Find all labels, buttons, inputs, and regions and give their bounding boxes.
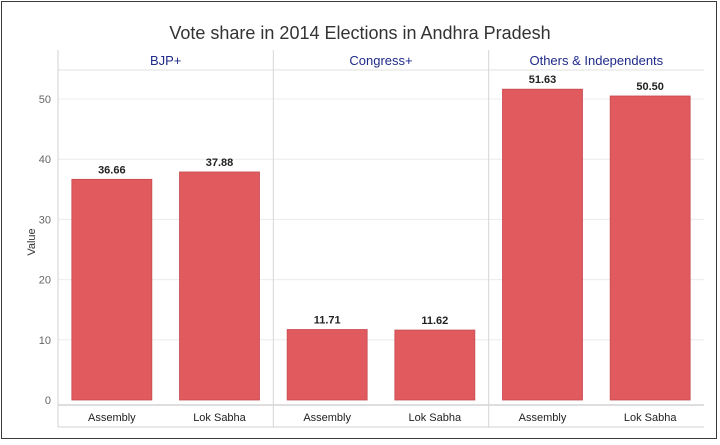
bar: [286, 329, 368, 401]
bar: [394, 329, 476, 401]
data-label: 37.88: [206, 157, 234, 169]
bar: [609, 95, 691, 401]
vote-share-chart: Vote share in 2014 Elections in Andhra P…: [26, 23, 704, 428]
x-tick-label: Assembly: [519, 412, 567, 424]
data-label: 51.63: [529, 74, 557, 86]
x-tick-label: Lok Sabha: [409, 412, 462, 424]
x-tick-label: Assembly: [303, 412, 351, 424]
data-label: 50.50: [636, 81, 664, 93]
bar: [502, 88, 583, 401]
x-tick-label: Lok Sabha: [193, 412, 246, 424]
data-label: 11.71: [314, 315, 341, 327]
panel-header: BJP+: [150, 53, 181, 68]
data-label: 36.66: [98, 164, 126, 176]
x-tick-label: Assembly: [88, 412, 136, 424]
y-tick-label: 50: [39, 94, 51, 106]
panel-header: Congress+: [349, 53, 412, 68]
y-tick-label: 10: [39, 335, 51, 347]
y-tick-label: 30: [39, 214, 51, 226]
chart-frame: Vote share in 2014 Elections in Andhra P…: [1, 1, 717, 439]
y-tick-label: 20: [39, 275, 51, 287]
x-tick-label: Lok Sabha: [624, 412, 677, 424]
data-label: 11.62: [421, 315, 448, 327]
bar: [71, 178, 153, 401]
y-tick-label: 40: [39, 154, 51, 166]
plot-area: 0 10 20 30 40 50 BJP+ 36.66 Assembly 37.88 Lok Sab…: [39, 50, 704, 428]
bar: [179, 171, 260, 401]
chart-title: Vote share in 2014 Elections in Andhra P…: [169, 23, 550, 43]
panel-header: Others & Independents: [529, 53, 663, 68]
y-axis-label: Value: [26, 228, 38, 255]
y-tick-label: 0: [45, 395, 51, 407]
